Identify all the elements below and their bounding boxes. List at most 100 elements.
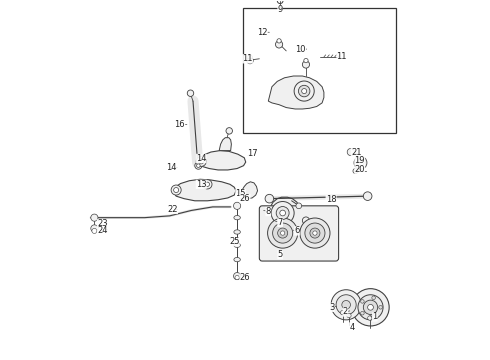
Circle shape	[173, 188, 179, 193]
Circle shape	[247, 57, 253, 64]
Circle shape	[361, 311, 364, 315]
Text: 7: 7	[275, 218, 283, 227]
Circle shape	[275, 41, 283, 48]
Circle shape	[310, 228, 320, 238]
Polygon shape	[197, 150, 245, 170]
Circle shape	[302, 61, 310, 68]
Text: 10: 10	[295, 45, 307, 54]
Circle shape	[276, 207, 289, 220]
Text: 3: 3	[329, 303, 337, 312]
Circle shape	[358, 295, 383, 320]
Text: 6: 6	[294, 226, 300, 235]
Text: 2: 2	[343, 307, 350, 316]
Text: 9: 9	[277, 5, 283, 14]
Text: 13: 13	[196, 180, 207, 189]
Circle shape	[305, 223, 325, 243]
Text: 15: 15	[236, 189, 246, 198]
Text: 14: 14	[166, 163, 177, 172]
Ellipse shape	[234, 230, 240, 234]
Circle shape	[205, 182, 210, 186]
Text: 16: 16	[174, 120, 187, 129]
Circle shape	[368, 316, 372, 320]
Polygon shape	[173, 179, 236, 201]
Text: 11: 11	[337, 52, 347, 61]
Bar	[243, 8, 395, 134]
Text: 11: 11	[242, 54, 253, 63]
Text: 1: 1	[370, 312, 377, 321]
Polygon shape	[269, 76, 324, 109]
Circle shape	[272, 223, 293, 243]
Circle shape	[294, 81, 314, 101]
Text: 17: 17	[247, 149, 257, 158]
Polygon shape	[219, 138, 231, 150]
Circle shape	[91, 225, 98, 232]
FancyBboxPatch shape	[259, 206, 339, 261]
Circle shape	[342, 301, 350, 309]
Circle shape	[313, 231, 317, 235]
Circle shape	[357, 159, 364, 166]
Text: 22: 22	[167, 205, 178, 214]
Circle shape	[302, 89, 307, 94]
Circle shape	[372, 315, 375, 319]
Circle shape	[364, 192, 372, 201]
Circle shape	[336, 295, 356, 315]
Text: 19: 19	[354, 156, 365, 165]
Circle shape	[91, 214, 98, 221]
Text: 26: 26	[240, 273, 250, 282]
Circle shape	[361, 300, 364, 303]
Circle shape	[248, 55, 252, 59]
Circle shape	[277, 39, 281, 43]
Text: 12: 12	[257, 28, 270, 37]
Circle shape	[304, 58, 308, 63]
Circle shape	[280, 231, 285, 235]
Circle shape	[353, 168, 358, 174]
Circle shape	[235, 275, 239, 280]
Circle shape	[352, 289, 389, 326]
Circle shape	[331, 290, 361, 320]
Circle shape	[271, 202, 294, 225]
Circle shape	[196, 156, 206, 166]
Text: 23: 23	[97, 219, 108, 228]
Circle shape	[234, 273, 241, 280]
Circle shape	[92, 228, 97, 233]
Circle shape	[347, 314, 351, 318]
Polygon shape	[241, 182, 258, 199]
Polygon shape	[266, 197, 300, 230]
Text: 25: 25	[229, 237, 240, 246]
Circle shape	[278, 228, 288, 238]
Circle shape	[234, 202, 241, 210]
Ellipse shape	[234, 216, 240, 220]
Circle shape	[195, 162, 202, 169]
Circle shape	[372, 296, 375, 300]
Text: 21: 21	[351, 148, 362, 157]
Circle shape	[341, 311, 344, 315]
Text: 20: 20	[354, 165, 365, 174]
Circle shape	[203, 180, 212, 189]
Circle shape	[379, 306, 382, 309]
Circle shape	[171, 185, 181, 195]
Circle shape	[354, 156, 367, 169]
Circle shape	[187, 90, 194, 96]
Circle shape	[226, 128, 232, 134]
Circle shape	[302, 217, 310, 224]
Circle shape	[268, 218, 298, 248]
Circle shape	[280, 210, 286, 216]
Text: 24: 24	[97, 226, 107, 235]
Circle shape	[296, 203, 302, 209]
Ellipse shape	[234, 243, 240, 247]
Text: 26: 26	[240, 194, 250, 203]
Text: 18: 18	[326, 195, 336, 204]
Text: 8: 8	[264, 207, 271, 216]
Text: 5: 5	[277, 250, 283, 259]
Circle shape	[347, 148, 354, 156]
Circle shape	[265, 194, 274, 203]
Circle shape	[298, 85, 310, 97]
Text: 4: 4	[349, 323, 354, 332]
Ellipse shape	[234, 257, 240, 262]
Circle shape	[368, 305, 373, 310]
Circle shape	[300, 218, 330, 248]
Text: 14: 14	[196, 154, 206, 163]
Circle shape	[364, 300, 378, 315]
Circle shape	[196, 164, 200, 167]
Circle shape	[199, 159, 204, 164]
